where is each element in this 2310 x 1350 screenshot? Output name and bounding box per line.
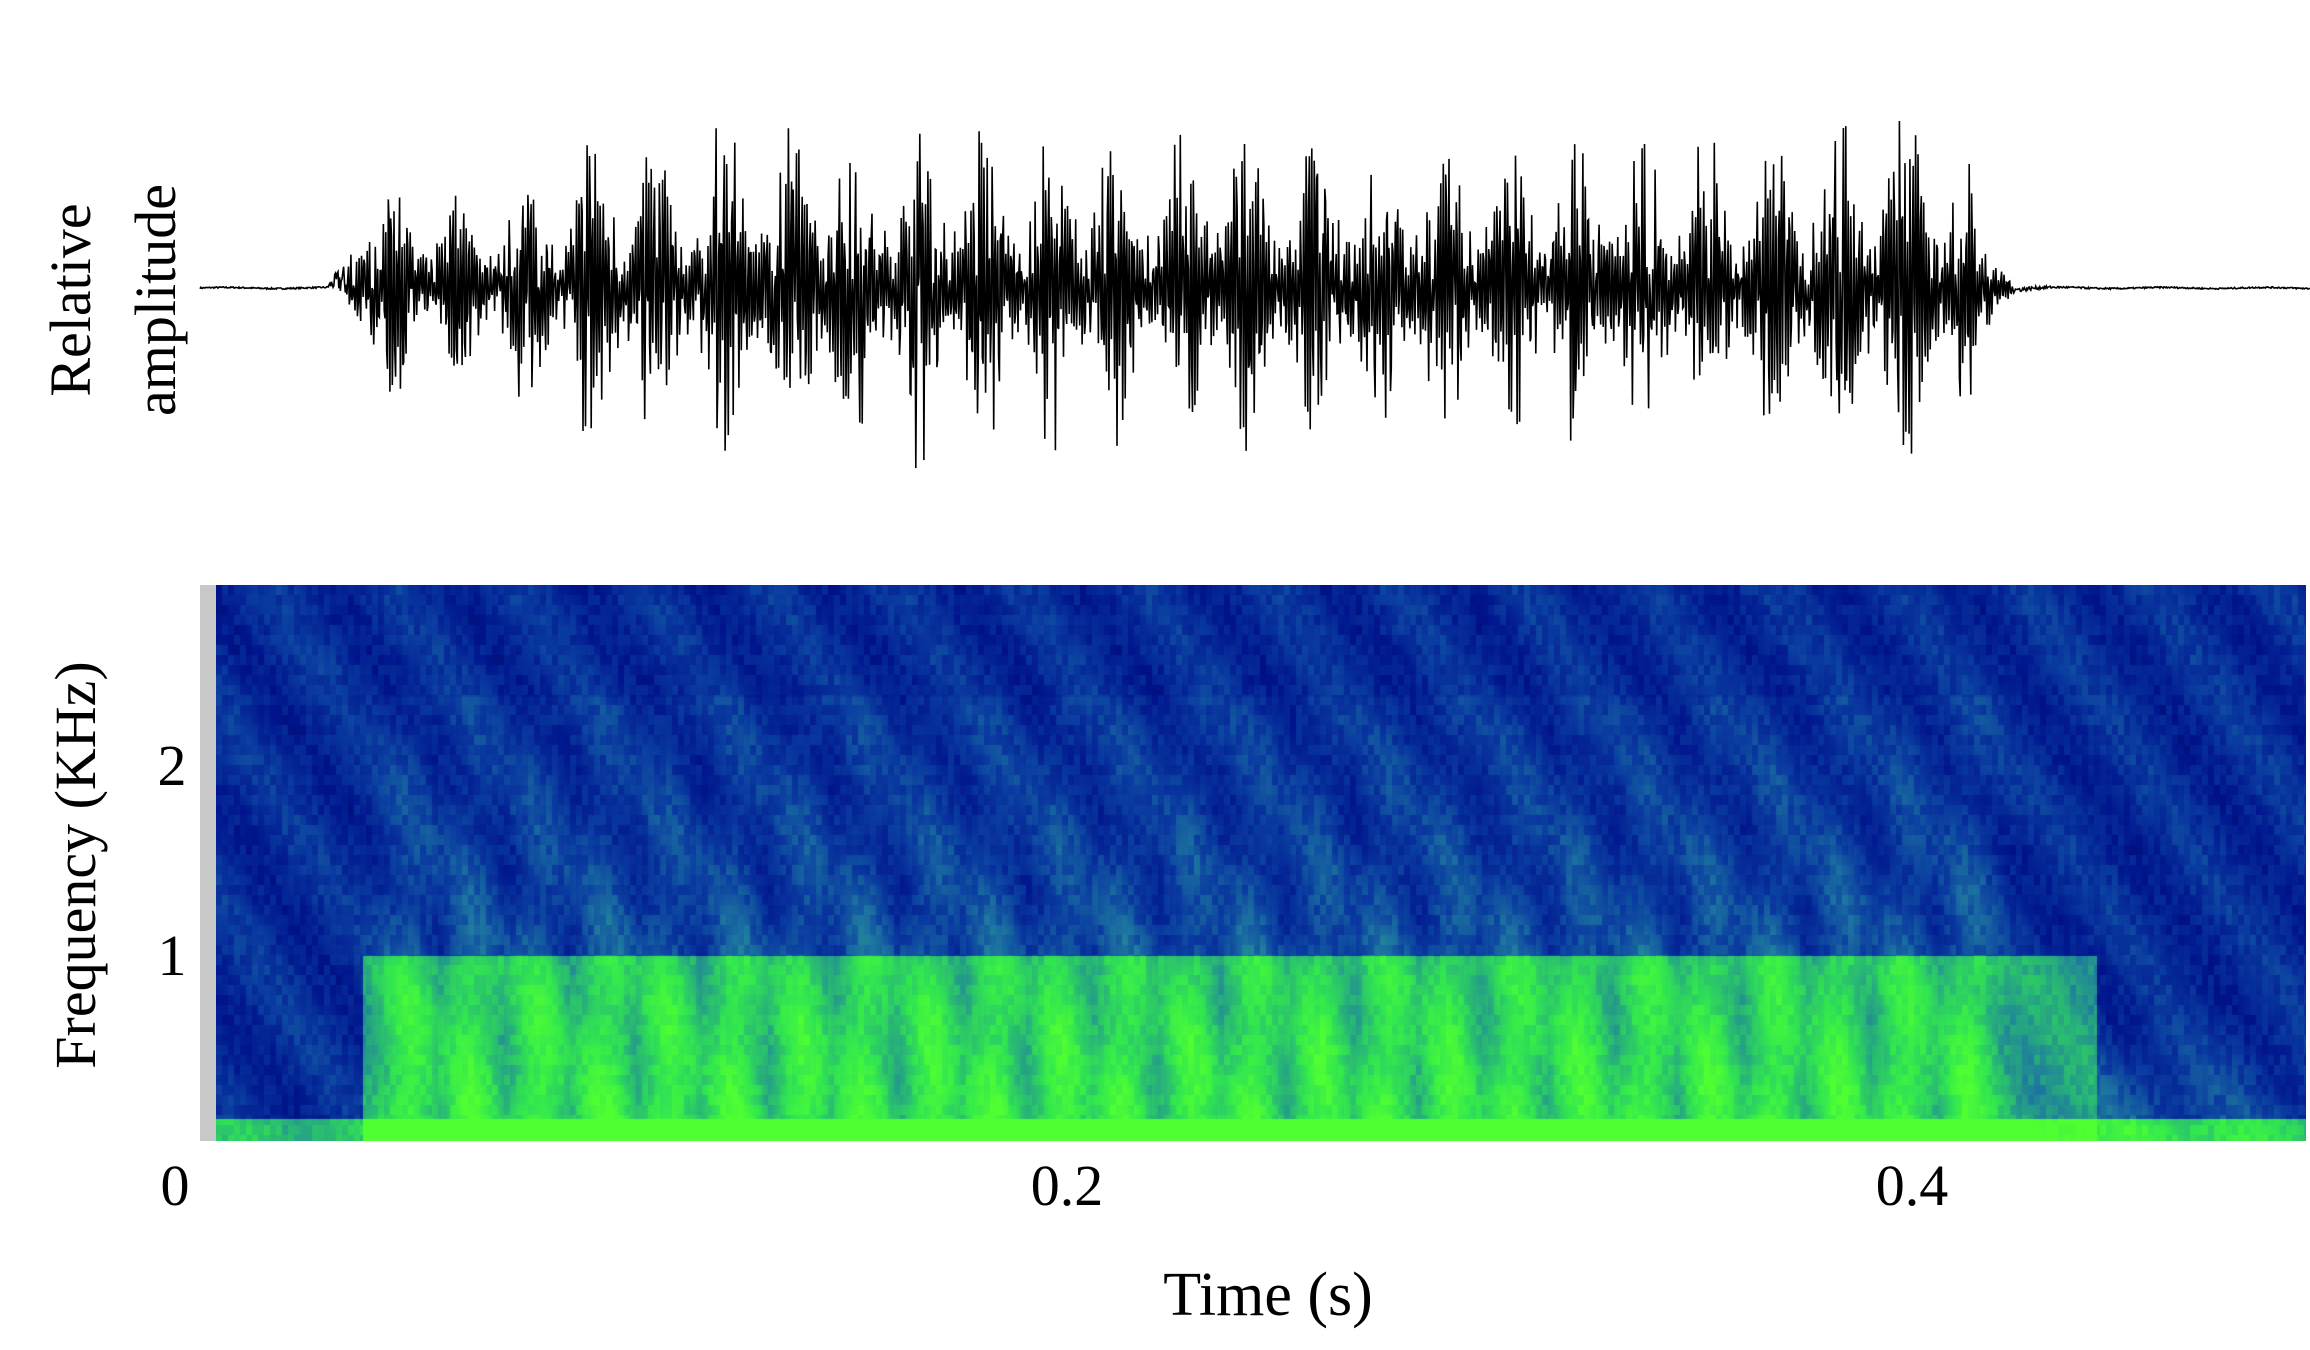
- spectrogram-left-bar: [200, 585, 216, 1141]
- x-tick-label-0.4: 0.4: [1876, 1153, 1949, 1218]
- waveform-ylabel-line1: Relative: [38, 203, 103, 396]
- spectrogram-image: [216, 585, 2306, 1141]
- waveform-ylabel-line2: amplitude: [123, 184, 188, 416]
- x-tick-label-0.2: 0.2: [1031, 1153, 1104, 1218]
- y-tick-label-1: 1: [158, 923, 187, 988]
- x-axis-label: Time (s): [1163, 1261, 1373, 1329]
- y-axis-label: Frequency (KHz): [43, 661, 108, 1068]
- waveform-panel: Relative amplitude: [38, 120, 2310, 469]
- y-tick-label-2: 2: [158, 733, 187, 798]
- spectrogram-panel: 2 1 Frequency (KHz) 0 0.2 0.4 Time (s): [43, 585, 2306, 1329]
- x-tick-label-0: 0: [161, 1153, 190, 1218]
- waveform-trace: [199, 120, 2310, 469]
